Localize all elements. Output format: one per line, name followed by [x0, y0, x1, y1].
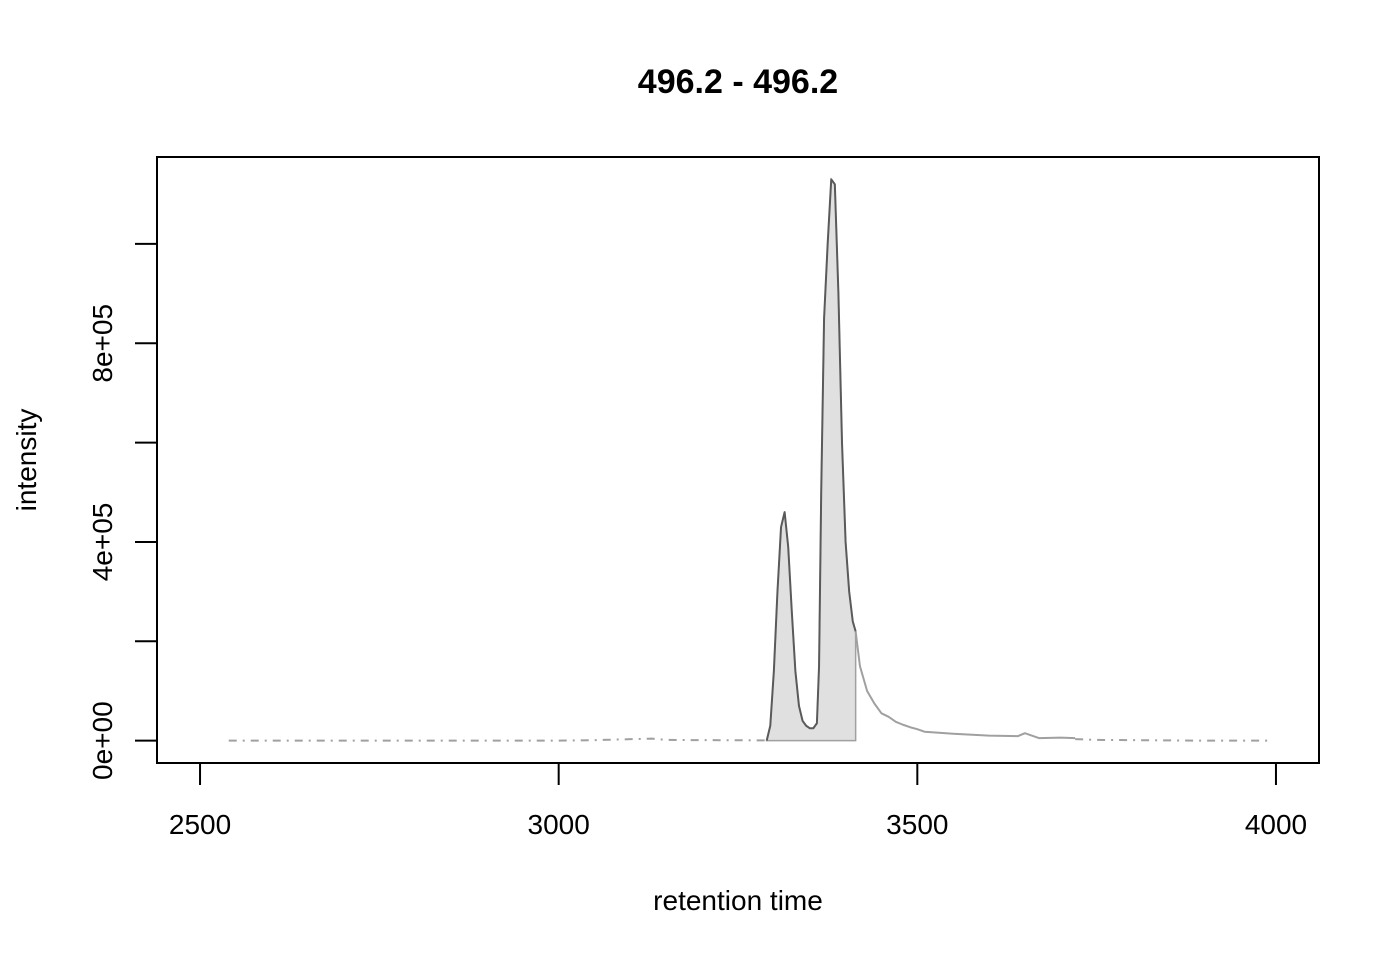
x-axis-label: retention time	[653, 885, 823, 916]
plot-frame	[156, 156, 1320, 764]
chart-title: 496.2 - 496.2	[638, 63, 838, 101]
x-axis: 2500 3000 3500 4000	[169, 762, 1307, 840]
series-line-background-trace-3	[1075, 738, 1269, 742]
x-tick-label-3000: 3000	[528, 809, 590, 840]
x-tick-label-3500: 3500	[886, 809, 948, 840]
y-axis-label: intensity	[11, 409, 42, 512]
y-tick-label-800000: 8e+05	[87, 304, 118, 383]
y-tick-label-0: 0e+00	[87, 701, 118, 780]
y-axis: 0e+00 4e+05 8e+05	[87, 242, 158, 780]
series-line-background-trace-0	[228, 737, 767, 742]
x-tick-label-2500: 2500	[169, 809, 231, 840]
series-line-detected-peak-1	[765, 178, 857, 741]
plot-area	[228, 177, 1269, 742]
series-line-tail-trace-2	[854, 631, 1076, 740]
x-tick-label-4000: 4000	[1245, 809, 1307, 840]
y-tick-label-400000: 4e+05	[87, 503, 118, 582]
